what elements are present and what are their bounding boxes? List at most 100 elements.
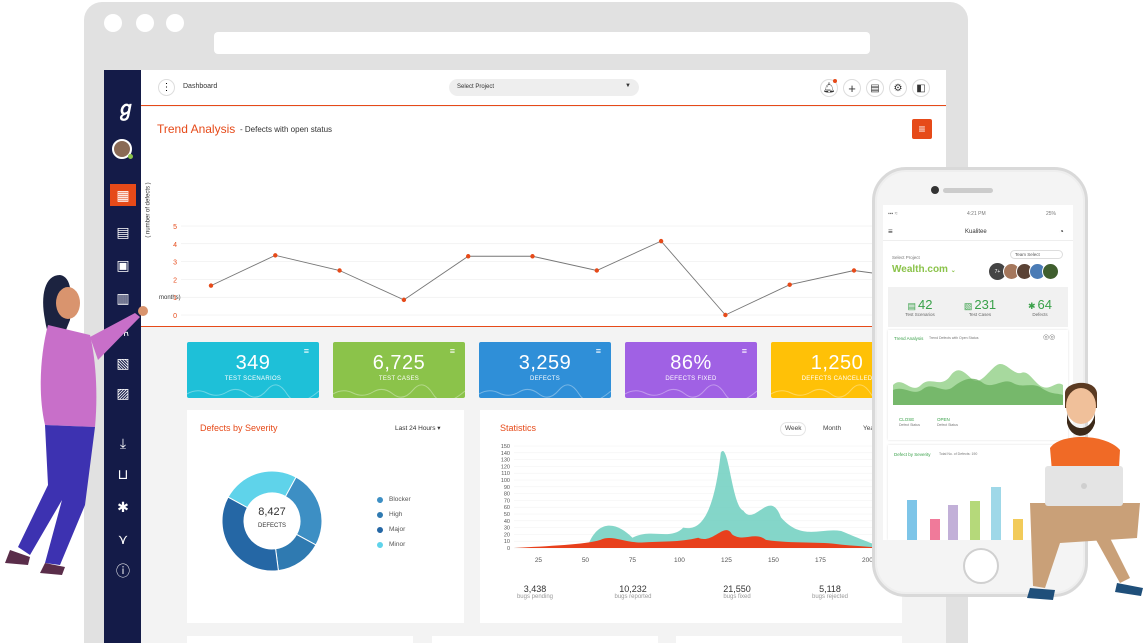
trend-point[interactable]: [337, 268, 342, 273]
statistics-series-red[interactable]: [514, 530, 890, 548]
trend-point[interactable]: [208, 283, 214, 288]
legend-item[interactable]: High: [377, 511, 411, 518]
project-select-label: Select Project: [457, 84, 495, 90]
project-name[interactable]: Wealth.com ⌄: [892, 264, 956, 275]
download-icon[interactable]: ⤓: [119, 434, 127, 451]
clipboard-icon[interactable]: ▤: [116, 223, 130, 240]
caret-down-icon: ▾: [437, 425, 441, 432]
trend-point[interactable]: [658, 238, 664, 244]
info-icon[interactable]: ⓘ: [116, 563, 130, 579]
kpi-card[interactable]: 3,259 DEFECTS ≡: [479, 342, 611, 398]
phone-kpi[interactable]: ▤ 42 Test Scenarios: [897, 297, 943, 317]
phone-kpi-label: Test Cases: [968, 312, 992, 317]
bell-icon[interactable]: 🔔︎: [820, 79, 838, 97]
phone-time: 4:21 PM: [967, 211, 986, 217]
hamburger-icon[interactable]: ≡: [888, 227, 893, 236]
kpi-value: 3,259: [518, 352, 572, 374]
integration-icon[interactable]: ⋎: [117, 530, 129, 547]
document-icon[interactable]: ▤: [866, 79, 884, 97]
legend-swatch: [377, 541, 383, 548]
close-sub: Defect Status: [899, 423, 921, 427]
top-bar: ⋮ Dashboard Select Project ▼ 🔔︎ + ▤ ⚙ ◧: [141, 70, 946, 106]
report-icon[interactable]: ▧: [116, 354, 130, 371]
kpi-value: 1,250: [810, 352, 864, 374]
phone-severity-title: Defect by Severity: [894, 452, 931, 457]
tab-year[interactable]: Yea: [863, 425, 874, 432]
stat-label: bugs reported: [614, 594, 652, 600]
gear-icon[interactable]: ⚙: [889, 79, 907, 97]
phone-kpi[interactable]: ✱ 64 Defects: [1017, 297, 1063, 317]
legend-label: Major: [389, 526, 406, 533]
kpi-label: TEST CASES: [378, 376, 420, 382]
building-icon[interactable]: ▥: [116, 289, 130, 306]
open-label: OPEN: [937, 417, 950, 422]
window-dot-minimize[interactable]: [136, 14, 154, 32]
phone-home-button[interactable]: [963, 548, 999, 584]
kpi-card[interactable]: 86% DEFECTS FIXED ≡: [625, 342, 757, 398]
avatar[interactable]: [112, 139, 132, 159]
page-title: Dashboard: [183, 83, 218, 90]
phone-kpi[interactable]: ▧ 231 Test Cases: [957, 297, 1003, 317]
avatar-more[interactable]: 7+: [989, 263, 1006, 280]
trend-line: [210, 240, 855, 316]
donut-center-label: DEFECTS: [257, 523, 286, 529]
legend-item[interactable]: Blocker: [377, 496, 411, 503]
trend-point[interactable]: [723, 312, 728, 318]
dashboard-icon[interactable]: ▦: [110, 184, 136, 206]
filter-icon[interactable]: ≡: [303, 346, 309, 356]
trend-point[interactable]: [851, 268, 857, 273]
legend-item[interactable]: Minor: [377, 541, 411, 548]
inbox-icon[interactable]: ⊔: [117, 465, 129, 482]
kpi-strip: [888, 287, 1068, 327]
filter-icon[interactable]: ≡: [595, 346, 601, 356]
kpi-value: 86%: [670, 352, 712, 374]
test-case-icon[interactable]: ▣: [116, 256, 130, 273]
kpi-value: 349: [235, 352, 271, 374]
donut-slice-major[interactable]: [221, 496, 279, 572]
add-icon[interactable]: +: [843, 79, 861, 97]
kpi-sparkline: [479, 384, 611, 398]
statistics-series-teal[interactable]: [514, 451, 890, 548]
bottom-panel-2: [432, 636, 658, 643]
phone-trend-subtitle: Trend Defects with Open Status: [929, 336, 979, 340]
team-select[interactable]: Team Select: [1010, 250, 1063, 259]
trend-point[interactable]: [466, 254, 471, 259]
trend-point[interactable]: [787, 282, 792, 287]
trend-point[interactable]: [594, 268, 599, 273]
trend-point[interactable]: [273, 253, 278, 258]
kpi-card[interactable]: 349 TEST SCENARIOS ≡: [187, 342, 319, 398]
phone-kpi-value: 42: [918, 297, 933, 312]
more-menu-icon[interactable]: ⋮: [158, 79, 175, 96]
filter-icon[interactable]: ≡: [912, 119, 932, 139]
trend-analysis-panel: Trend Analysis - Defects with open statu…: [141, 107, 946, 327]
panel-icon[interactable]: ◧: [912, 79, 930, 97]
window-dot-close[interactable]: [104, 14, 122, 32]
project-select[interactable]: Select Project ▼: [449, 79, 639, 96]
tab-week[interactable]: Week: [785, 425, 802, 432]
document-settings-icon[interactable]: ▨: [116, 384, 130, 401]
phone-kpi-row: ▧ 231: [957, 297, 1003, 312]
kpi-card[interactable]: 6,725 TEST CASES ≡: [333, 342, 465, 398]
legend-swatch: [377, 496, 383, 503]
legend-item[interactable]: Major: [377, 526, 411, 533]
bug-icon[interactable]: ✱: [117, 498, 129, 515]
donut-slice-minor[interactable]: [227, 470, 297, 509]
filter-icon[interactable]: ≡: [741, 346, 747, 356]
trend-subtitle: - Defects with open status: [240, 125, 333, 134]
clock-icon[interactable]: ◔: [1059, 227, 1064, 236]
tab-month[interactable]: Month: [823, 425, 842, 432]
range-select[interactable]: Last 24 Hours ▾: [395, 424, 441, 432]
trend-point[interactable]: [530, 254, 535, 259]
trend-point[interactable]: [401, 297, 407, 303]
open-sub: Defect Status: [937, 423, 959, 427]
filter-icon[interactable]: ≡: [449, 346, 455, 356]
y-tick-label: 120: [501, 464, 510, 470]
donut-center-value: 8,427: [258, 506, 286, 518]
address-bar[interactable]: [214, 32, 870, 54]
phone-severity-bar-chart: [907, 487, 1023, 540]
window-dot-maximize[interactable]: [166, 14, 184, 32]
range-select-label: Last 24 Hours: [395, 425, 436, 432]
x-tick-label: 125: [721, 557, 732, 564]
chart-toggle-icon[interactable]: ◎◎: [1043, 334, 1056, 341]
